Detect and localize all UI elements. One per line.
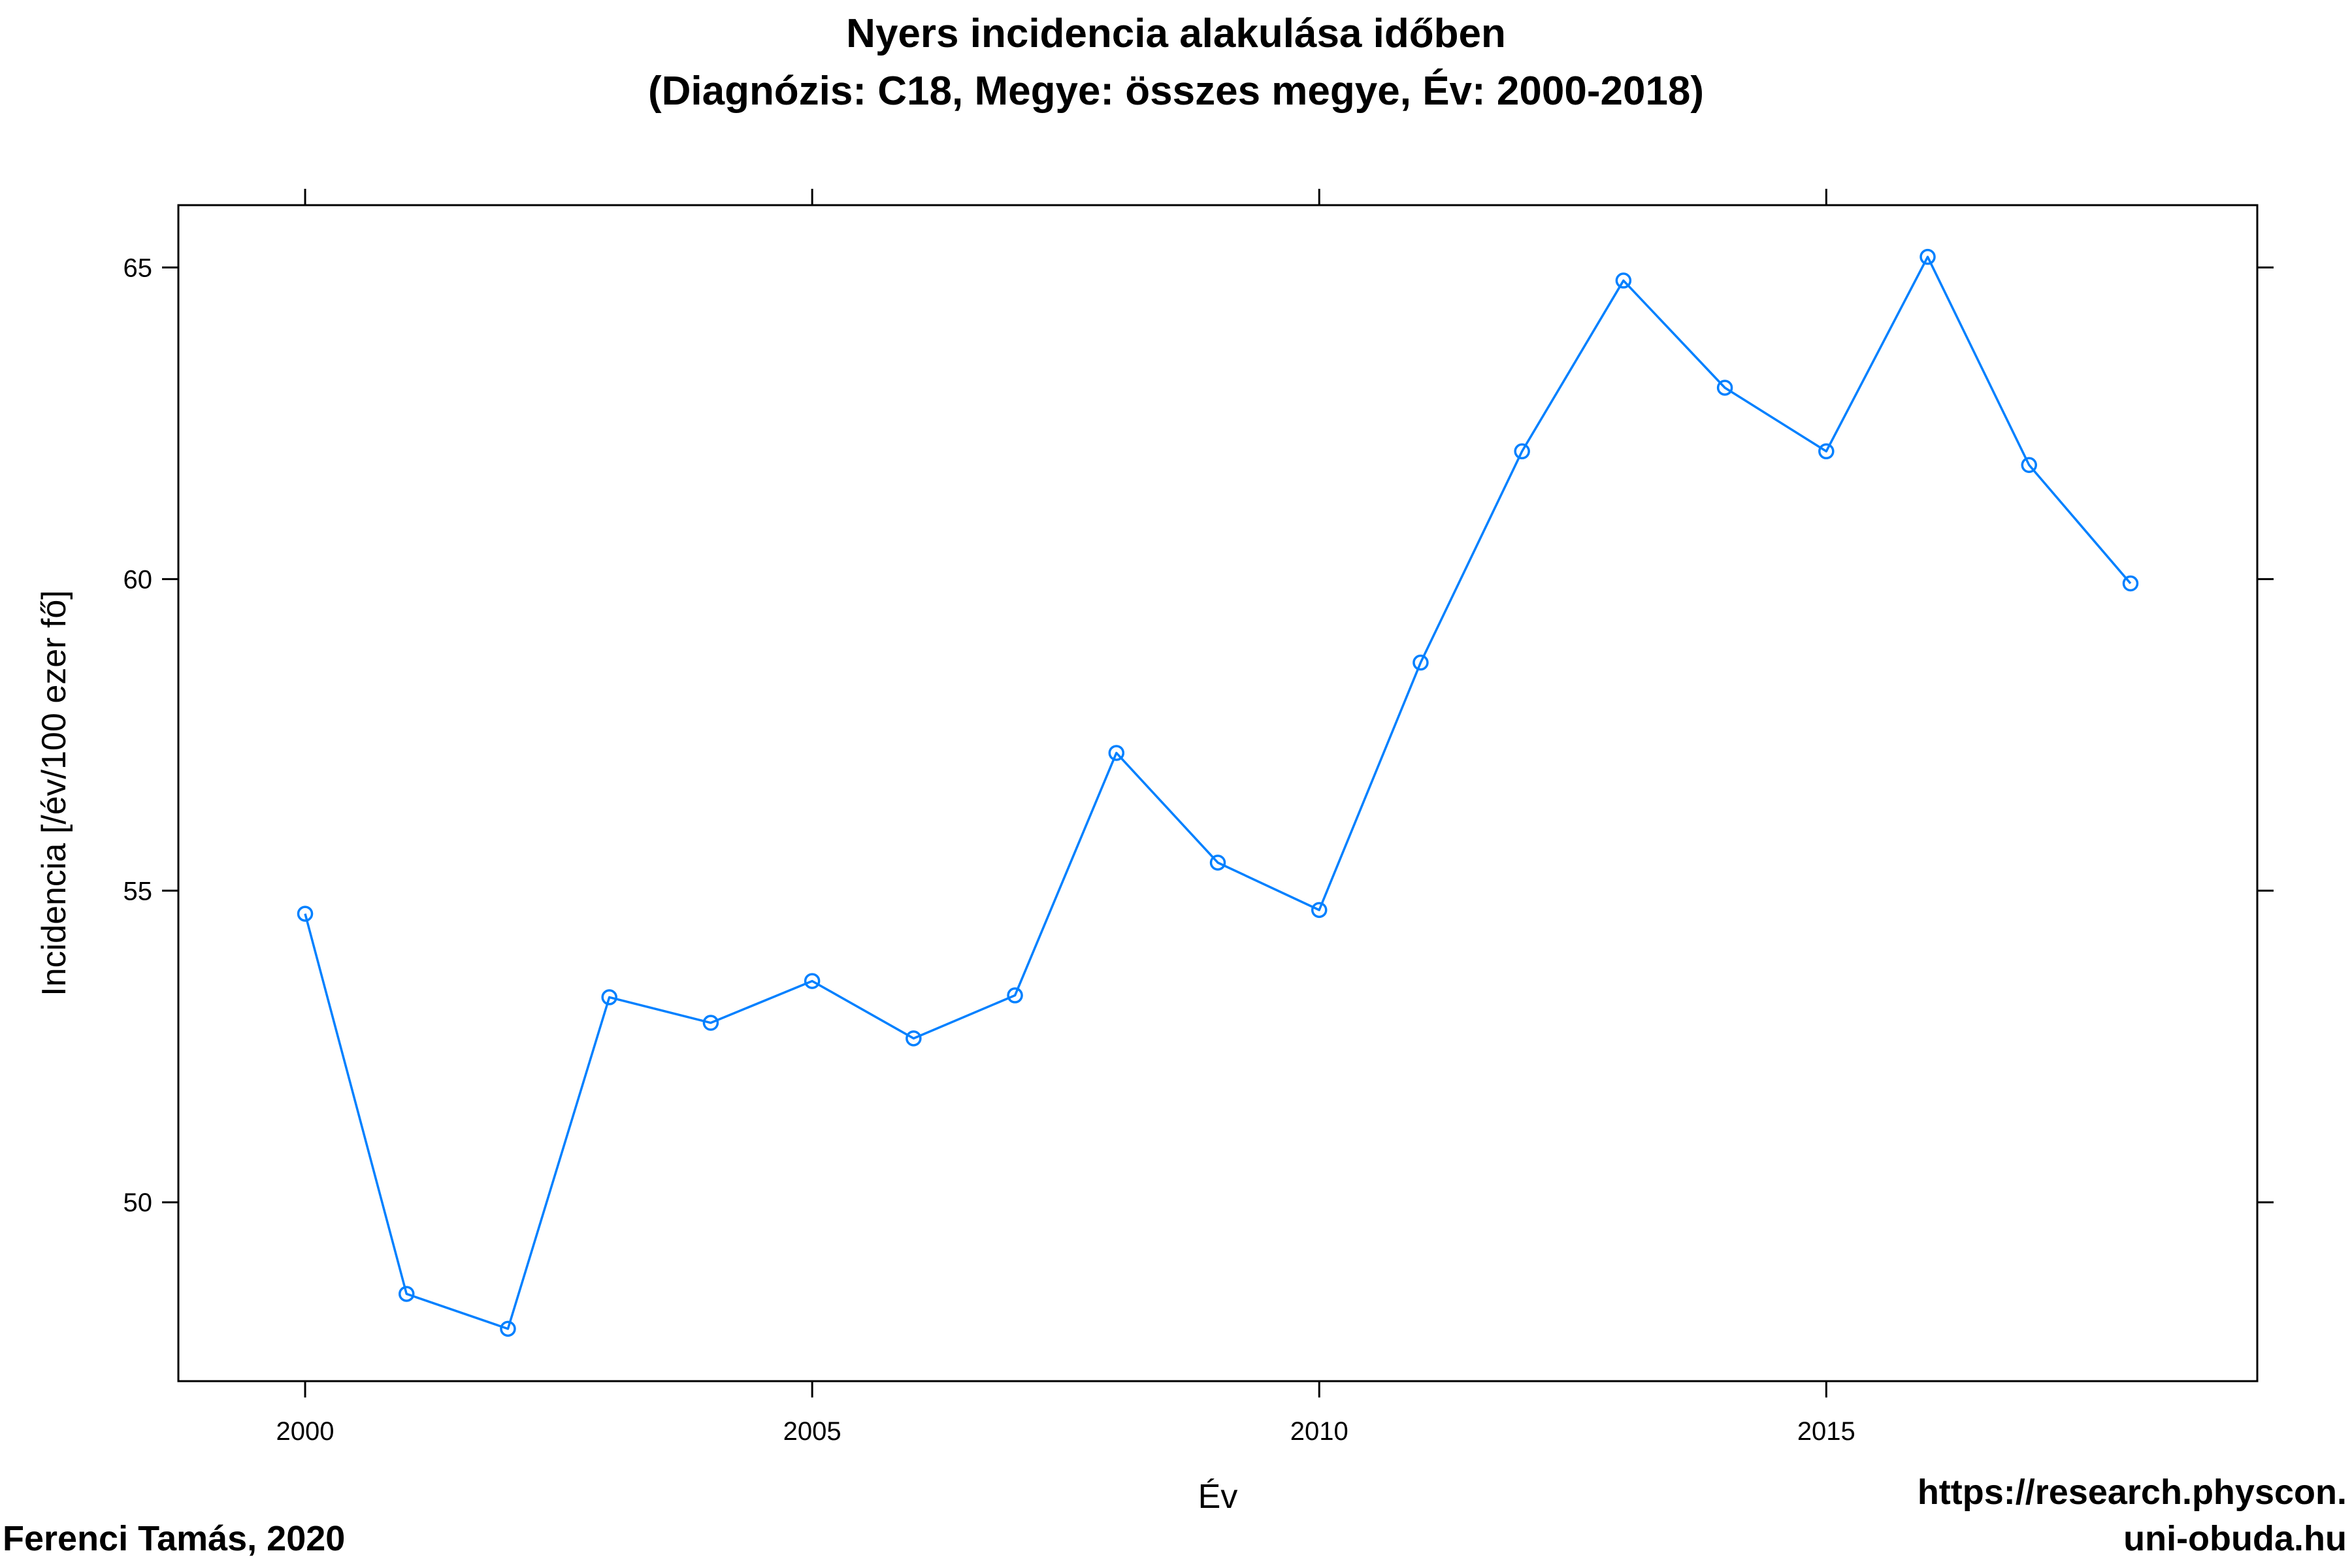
x-axis-ticks: 2000 2005 2010 2015 [276, 189, 1855, 1446]
data-point [398, 1286, 415, 1302]
x-tick-label: 2005 [783, 1417, 841, 1446]
footer-url-line-1: https://research.physcon. [1918, 1473, 2347, 1512]
y-tick-label: 50 [123, 1188, 153, 1217]
y-tick-label: 60 [123, 565, 153, 594]
data-point [1108, 745, 1125, 761]
data-point [1209, 855, 1226, 871]
series-line [304, 255, 2132, 1330]
y-tick-label: 65 [123, 253, 153, 282]
series-layer [297, 248, 2139, 1337]
y-tick-label: 55 [123, 877, 153, 906]
x-axis-label: Év [1198, 1478, 1238, 1516]
chart-title-line-1: Nyers incidencia alakulása időben [846, 11, 1506, 56]
data-point [1007, 987, 1023, 1004]
data-point [601, 989, 617, 1005]
x-tick-label: 2010 [1290, 1417, 1348, 1446]
footer-author: Ferenci Tamás, 2020 [3, 1519, 345, 1558]
data-point [1615, 272, 1632, 289]
y-axis-label: Incidencia [/év/100 ezer fő] [35, 590, 73, 996]
data-point [297, 906, 314, 922]
data-point [804, 973, 821, 989]
data-point [702, 1015, 719, 1031]
chart-title-line-2: (Diagnózis: C18, Megye: összes megye, Év… [648, 69, 1704, 114]
data-point [2122, 575, 2139, 592]
data-point [1413, 654, 1429, 671]
x-tick-label: 2000 [276, 1417, 335, 1446]
data-point [1514, 443, 1530, 460]
x-tick-label: 2015 [1797, 1417, 1855, 1446]
data-point [1716, 380, 1733, 396]
data-point [1311, 902, 1328, 919]
plot-frame [177, 204, 2259, 1382]
data-point [1818, 443, 1835, 460]
data-point [1919, 248, 1936, 265]
data-point [2021, 457, 2038, 474]
data-point [906, 1030, 922, 1047]
y-axis-ticks: 50 55 60 65 [123, 253, 2274, 1217]
footer-url-line-2: uni-obuda.hu [2123, 1519, 2347, 1558]
data-point [500, 1320, 516, 1337]
